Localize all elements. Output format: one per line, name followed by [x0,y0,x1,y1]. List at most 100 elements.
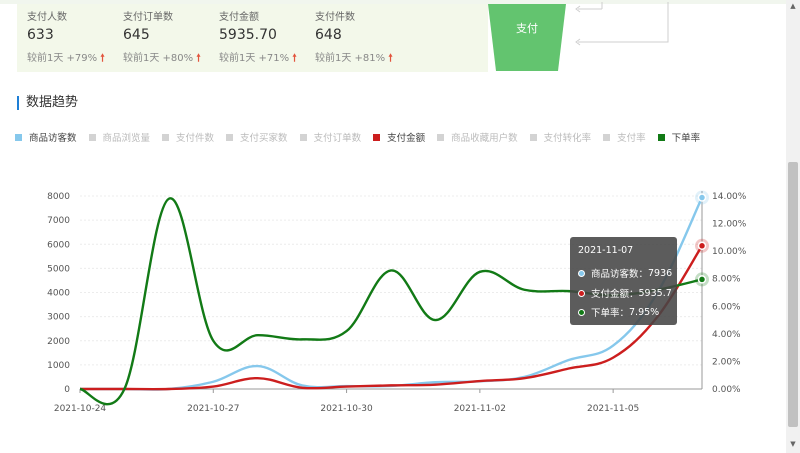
legend-item[interactable]: 支付金额 [373,130,425,144]
y-left-tick-label: 6000 [47,240,70,250]
legend-item[interactable]: 商品收藏用户数 [437,130,518,144]
stat-compare: 较前1天 +80% 🠕 [123,49,201,68]
x-tick-label: 2021-10-30 [320,404,373,414]
y-left-tick-label: 7000 [47,216,70,226]
funnel-pay-stage [488,4,566,71]
tooltip-row: 下单率： 7.95% [578,305,659,319]
legend-swatch-icon [226,133,234,141]
legend-label: 商品浏览量 [102,133,151,144]
scroll-down-icon[interactable]: ▼ [790,440,796,448]
top-strip [0,0,786,4]
legend-swatch-icon [373,133,381,141]
legend-swatch-icon [162,133,170,141]
funnel-pay-label: 支付 [516,22,538,35]
scroll-up-icon[interactable]: ▲ [790,2,796,10]
tooltip-row-value: 7936 [648,267,673,279]
stat-compare-text: 较前1天 +79% [27,53,98,64]
series-dot-icon [578,308,585,316]
legend-swatch-icon [299,133,307,141]
legend-item[interactable]: 支付买家数 [226,130,288,144]
legend-item[interactable]: 下单率 [657,130,701,144]
legend-swatch-icon [603,133,611,141]
legend-item[interactable]: 商品浏览量 [88,130,151,144]
legend-label: 支付率 [617,133,646,144]
y-left-tick-label: 8000 [47,192,70,202]
series-point [697,193,707,202]
legend-swatch-icon [437,133,445,141]
x-tick-label: 2021-11-05 [587,404,639,414]
legend-item[interactable]: 支付订单数 [299,130,362,144]
stat-label: 支付件数 [315,12,355,23]
stat-value: 645 [123,27,150,43]
y-right-tick-label: 8.00% [712,275,741,285]
legend-label: 支付订单数 [313,133,362,144]
series-dot-icon [578,289,585,297]
legend-item[interactable]: 支付转化率 [529,130,592,144]
stat-compare: 较前1天 +71% 🠕 [219,49,297,68]
tooltip-row: 支付金额： 5935.7 [578,286,672,300]
tooltip-row-label: 下单率： [591,308,630,319]
series-point [697,241,707,251]
legend-label: 下单率 [671,133,701,144]
y-left-tick-label: 5000 [47,264,70,274]
stat-label: 支付人数 [27,12,67,23]
y-right-tick-label: 2.00% [712,357,741,367]
series-dot-icon [578,269,585,277]
tooltip-row-value: 7.95% [629,306,660,318]
stat-value: 633 [27,27,54,43]
stat-compare-text: 较前1天 +71% [219,53,290,64]
stat-compare: 较前1天 +81% 🠕 [315,49,393,68]
funnel-connectors [575,2,669,46]
stat-compare-text: 较前1天 +81% [315,53,386,64]
legend-label: 商品访客数 [29,133,77,144]
y-right-tick-label: 12.00% [712,220,747,230]
arrow-up-icon: 🠕 [292,53,297,64]
stat-value: 648 [315,27,342,43]
arrow-up-icon: 🠕 [388,53,393,64]
series-line [80,245,704,391]
y-right-tick-label: 10.00% [712,247,747,257]
stat-compare-text: 较前1天 +80% [123,53,194,64]
section-title: 数据趋势 [17,96,78,110]
y-right-tick-label: 14.00% [712,192,747,202]
stat-compare: 较前1天 +79% 🠕 [27,49,105,68]
y-left-tick-label: 3000 [47,313,70,323]
legend-item[interactable]: 支付率 [603,130,646,144]
stat-label: 支付金额 [219,12,259,23]
scrollbar-thumb[interactable] [788,162,798,427]
y-left-tick-label: 1000 [47,361,70,371]
x-tick-label: 2021-10-24 [54,404,107,414]
stat-label: 支付订单数 [123,12,173,23]
y-right-tick-label: 0.00% [712,385,741,395]
legend-item[interactable]: 商品访客数 [15,130,77,144]
y-left-tick-label: 4000 [47,289,70,299]
arrow-up-icon: 🠕 [100,53,105,64]
tooltip-row-value: 5935.7 [638,287,672,299]
tooltip-row-label: 商品访客数： [591,269,649,280]
y-left-tick-label: 0 [64,385,70,395]
legend-label: 支付金额 [387,133,426,144]
x-tick-label: 2021-10-27 [187,404,239,414]
legend-swatch-icon [529,133,537,141]
chart-tooltip: 2021-11-07 商品访客数： 7936 支付金额： 5935.7 下单率：… [570,237,677,325]
tooltip-row-label: 支付金额： [591,289,639,300]
legend-swatch-icon [88,133,96,141]
legend-swatch-icon [15,133,22,141]
y-right-tick-label: 6.00% [712,302,741,312]
tooltip-row: 商品访客数： 7936 [578,266,672,280]
tooltip-date: 2021-11-07 [578,245,634,256]
series-point [697,275,707,284]
legend-label: 商品收藏用户数 [451,133,518,144]
stats-panel: 支付人数 633 较前1天 +79% 🠕 支付订单数 645 较前1天 +80%… [17,4,488,72]
x-tick-label: 2021-11-02 [454,404,506,414]
chart-legend: 商品访客数 商品浏览量 支付件数 支付买家数 支付订单数 支付金额 商品收藏用户数 支付转化率… [15,130,712,144]
y-right-tick-label: 4.00% [712,330,741,340]
legend-label: 支付买家数 [240,133,288,144]
legend-label: 支付转化率 [543,133,592,144]
legend-item[interactable]: 支付件数 [162,130,214,144]
arrow-up-icon: 🠕 [196,53,201,64]
y-left-tick-label: 2000 [47,337,70,347]
legend-label: 支付件数 [176,133,215,144]
legend-swatch-icon [657,133,665,141]
